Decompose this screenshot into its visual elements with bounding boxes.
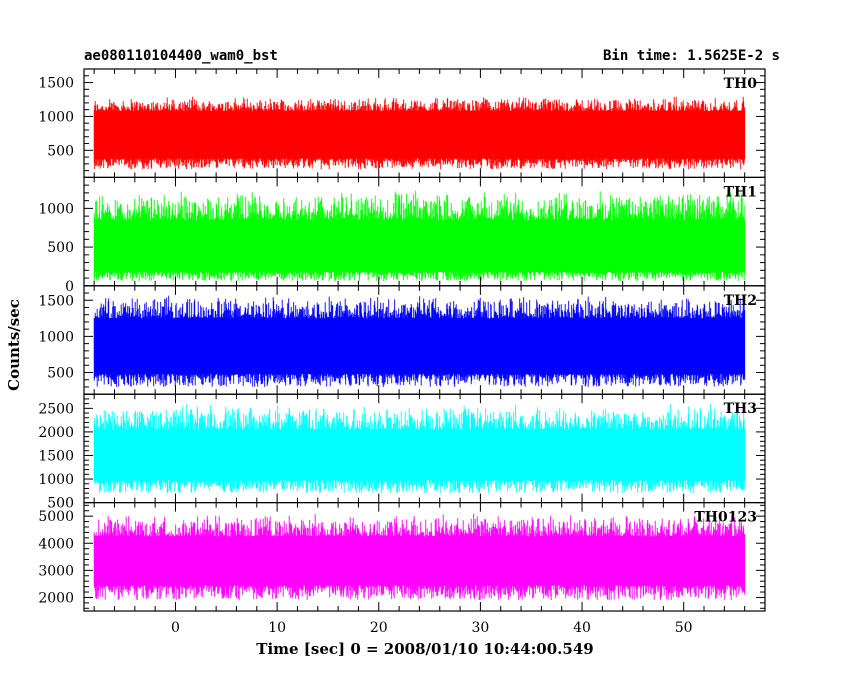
y-tick-label: 500 — [47, 240, 74, 256]
y-tick-label: 2000 — [38, 590, 74, 606]
panel-label: TH0123 — [694, 510, 757, 526]
panel-label: TH3 — [724, 401, 757, 417]
y-tick-label: 0 — [65, 279, 74, 295]
y-tick-label: 1000 — [38, 472, 74, 488]
series-th1 — [93, 190, 746, 282]
y-tick-label: 1000 — [38, 109, 74, 125]
x-axis: 0 10 20 30 40 50 — [171, 620, 693, 636]
panel-label: TH1 — [724, 184, 757, 200]
x-tick-label: 20 — [370, 620, 388, 636]
bin-time-label: Bin time: 1.5625E-2 s — [603, 48, 780, 64]
x-tick-label: 50 — [675, 620, 693, 636]
y-tick-label: 1500 — [38, 293, 74, 309]
series-th2 — [93, 295, 746, 387]
y-tick-label: 4000 — [38, 536, 74, 552]
panel-label: TH0 — [724, 76, 758, 92]
y-tick-label: 5000 — [38, 509, 74, 525]
x-tick-label: 10 — [268, 620, 286, 636]
y-tick-label: 1500 — [38, 76, 74, 92]
y-tick-label: 1500 — [38, 448, 74, 464]
panel-label: TH2 — [724, 293, 757, 309]
y-tick-label: 1000 — [38, 201, 74, 217]
y-tick-label: 500 — [47, 496, 74, 512]
panel-th2: 500 1000 1500 TH2 — [38, 285, 766, 395]
x-tick-label: 30 — [471, 620, 489, 636]
y-axis-label: Counts/sec — [5, 299, 23, 391]
y-tick-label: 500 — [47, 143, 74, 159]
chart-title: ae080110104400_wam0_bst — [84, 48, 278, 64]
x-axis-label: Time [sec] 0 = 2008/01/10 10:44:00.549 — [256, 640, 593, 658]
panel-th0: 500 1000 1500 TH0 — [38, 68, 766, 179]
y-tick-label: 3000 — [38, 563, 74, 579]
series-th3 — [93, 404, 746, 494]
series-th0123 — [93, 513, 746, 601]
panel-th0123: 2000 3000 4000 5000 TH0123 — [38, 502, 766, 612]
x-tick-label: 0 — [171, 620, 180, 636]
y-tick-label: 2500 — [38, 401, 74, 417]
series-th0 — [93, 96, 746, 170]
y-tick-label: 2000 — [38, 425, 74, 441]
panel-th1: 0 500 1000 TH1 — [38, 176, 766, 295]
y-tick-label: 1000 — [38, 329, 74, 345]
y-tick-label: 500 — [47, 366, 74, 382]
panel-th3: 500 1000 1500 2000 2500 TH3 — [38, 393, 766, 512]
panel-frame — [83, 502, 766, 612]
x-tick-label: 40 — [573, 620, 591, 636]
